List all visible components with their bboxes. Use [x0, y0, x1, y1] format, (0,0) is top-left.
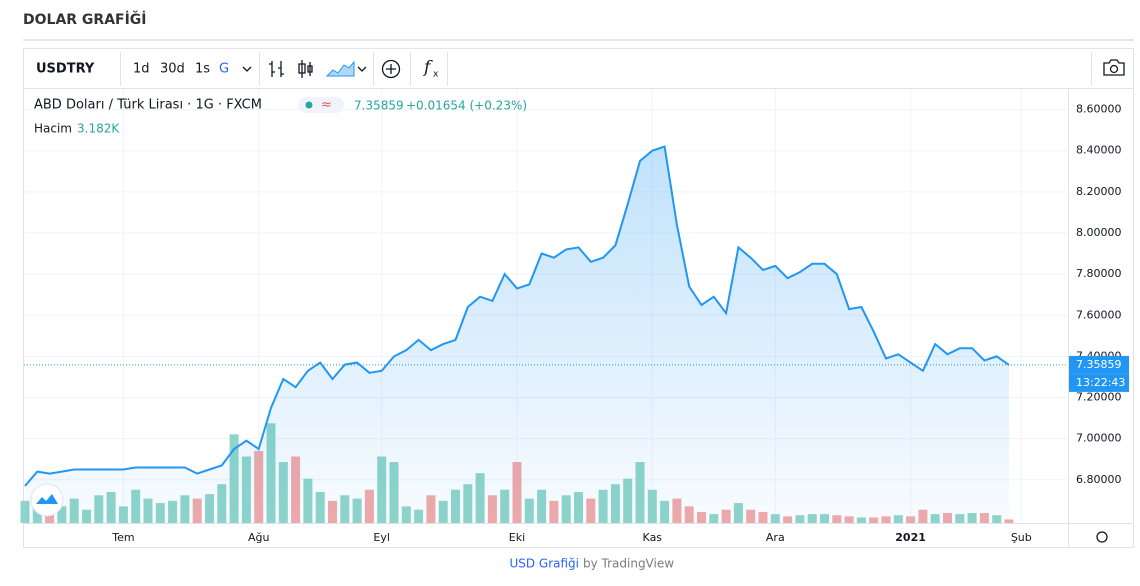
price-label-box [1069, 355, 1129, 374]
page-title: DOLAR GRAFİĞİ [23, 10, 147, 28]
volume-title: Hacim [34, 122, 72, 136]
plot [20, 145, 1068, 523]
y-tick-label: 8.20000 [1076, 185, 1122, 198]
x-tick-label: Eki [509, 531, 525, 544]
status-icon: ≈ [321, 98, 332, 113]
bars-icon[interactable] [269, 61, 284, 77]
fx-icon[interactable]: f [422, 58, 433, 78]
dropdown-icon[interactable] [242, 66, 252, 72]
x-tick-label: Tem [111, 531, 134, 544]
series-title: ABD Doları / Türk Lirası · 1G · FXCM [34, 98, 262, 113]
interval[interactable]: 1s [195, 62, 210, 77]
axis-labels: 6.800007.000007.200007.400007.600007.800… [111, 103, 1129, 544]
volume-value: 3.182K [77, 122, 120, 136]
symbol[interactable]: USDTRY [36, 62, 95, 77]
interval[interactable]: 1d [133, 62, 150, 77]
dropdown-icon[interactable] [357, 66, 367, 72]
countdown: 13:22:43 [1076, 376, 1125, 389]
y-tick-label: 8.00000 [1076, 226, 1122, 239]
x-tick-label: Ağu [248, 531, 269, 544]
interval[interactable]: G [219, 62, 229, 77]
y-tick-label: 7.80000 [1076, 267, 1122, 280]
fx-icon: x [433, 70, 439, 80]
candles-icon[interactable] [298, 60, 313, 78]
status-badge [298, 97, 344, 113]
x-tick-label: Eyl [373, 531, 390, 544]
status-dot [305, 101, 313, 109]
footer-link[interactable]: USD Grafiği [509, 557, 579, 571]
footer-by: by TradingView [583, 557, 674, 571]
camera-lens [1109, 64, 1119, 74]
price-change: +0.01654 (+0.23%) [406, 99, 527, 113]
interval[interactable]: 30d [160, 62, 185, 77]
x-tick-label: Kas [643, 531, 663, 544]
logo-mark [36, 494, 58, 504]
area-icon[interactable] [325, 60, 355, 77]
y-tick-label: 7.20000 [1076, 391, 1122, 404]
plus [386, 64, 396, 74]
area [25, 146, 1009, 523]
price-label: 7.35859 [1076, 358, 1122, 371]
x-tick-label: Ara [766, 531, 785, 544]
settings-icon[interactable] [1096, 531, 1108, 543]
x-tick-label: 2021 [895, 531, 926, 544]
last-price: 7.35859 [354, 99, 404, 113]
x-tick-label: Şub [1011, 531, 1032, 544]
y-tick-label: 6.80000 [1076, 473, 1122, 486]
countdown-box [1069, 373, 1129, 392]
price-line [24, 145, 1010, 487]
y-tick-label: 7.00000 [1076, 432, 1122, 445]
indicator-add-icon[interactable] [381, 59, 401, 79]
y-tick-label: 8.40000 [1076, 144, 1122, 157]
y-tick-label: 8.60000 [1076, 103, 1122, 116]
camera-icon[interactable] [1103, 59, 1125, 76]
y-tick-label: 7.60000 [1076, 308, 1122, 321]
